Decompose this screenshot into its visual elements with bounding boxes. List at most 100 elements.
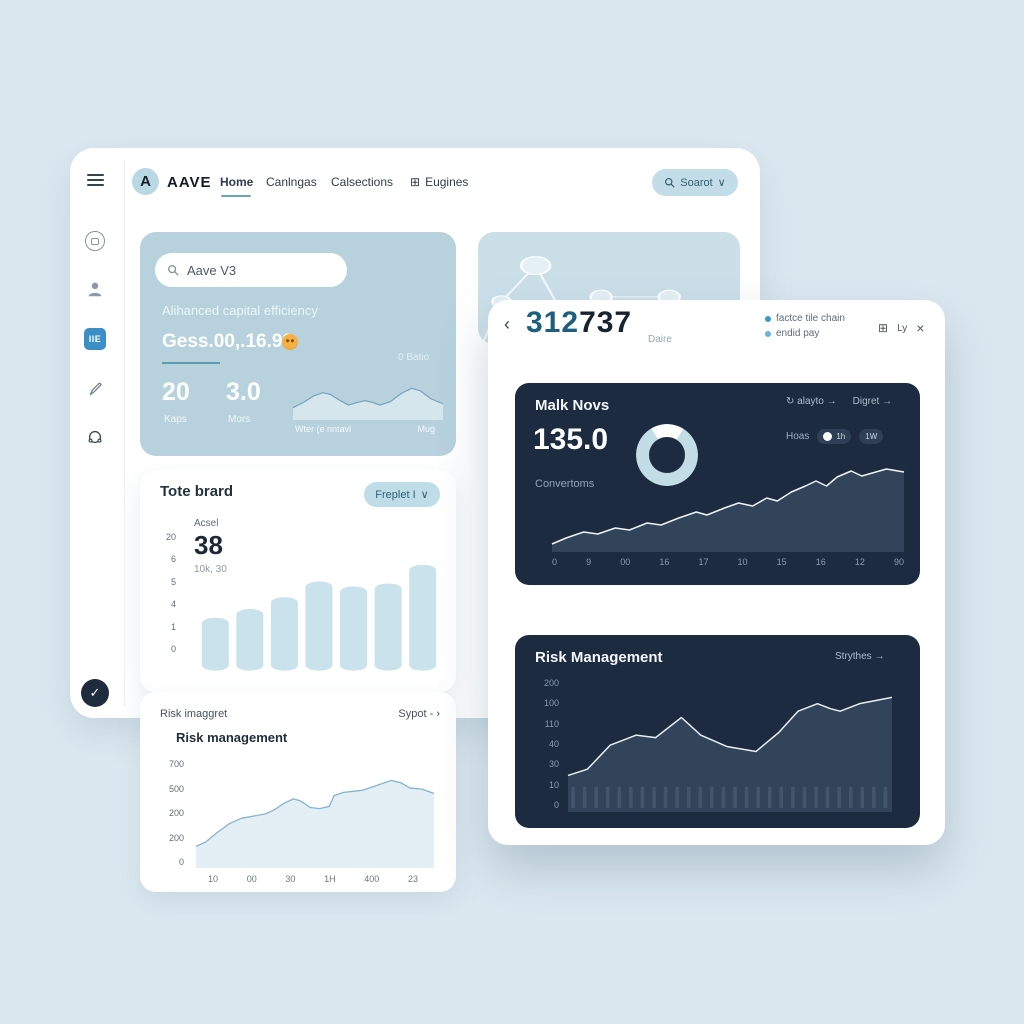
sidebar-item-badge[interactable]: [84, 230, 106, 252]
emoji-icon: [282, 334, 298, 350]
arrow-right-icon: →: [882, 396, 893, 407]
nav-item-eugines[interactable]: ⊞ Eugines: [410, 175, 468, 189]
arrow-right-icon: →: [874, 651, 885, 662]
check-icon: ✓: [89, 685, 101, 700]
tote-big-value: 38: [194, 530, 223, 560]
nav-item-home[interactable]: Home: [220, 175, 254, 189]
spark-caption: Mug: [417, 424, 435, 434]
axis-label: 00: [620, 557, 631, 567]
hero-search-value: Aave V3: [187, 262, 237, 278]
axis-label: 16: [659, 557, 670, 567]
time-toggle-row: Hoas 1h 1W: [786, 429, 884, 444]
search-label: Soarot: [680, 176, 713, 189]
big-number-left: 312: [526, 306, 580, 339]
bullet-item: factce tile chain: [765, 313, 845, 324]
loop-icon: [88, 430, 102, 444]
axis-label: 5: [170, 576, 176, 587]
conversions-x-axis: 0 9 00 16 17 10 15 16 12 90: [552, 557, 904, 567]
panel-toolbar: ⊞ Ly ×: [878, 320, 924, 336]
axis-label: 700: [168, 759, 184, 769]
tote-filter-label: Freplet I: [375, 488, 416, 501]
sidebar-divider: [124, 160, 125, 706]
tote-card: [140, 470, 456, 692]
stat-value: 3.0: [226, 378, 261, 406]
risk-light-header: Risk imaggret: [160, 708, 228, 720]
brand-name: AAVE: [167, 174, 212, 191]
link-label: Digret: [852, 396, 880, 407]
bullet-dot-icon: [765, 330, 771, 337]
ratio-label: 0 Batio: [398, 352, 430, 363]
sidebar-item-active[interactable]: llE: [84, 328, 106, 350]
risk-light-chart: [196, 760, 434, 868]
axis-label: 30: [285, 874, 296, 884]
axis-label: 4: [170, 599, 176, 610]
search-icon: [665, 177, 675, 188]
stat-label: Mors: [228, 414, 251, 425]
grid-icon: ⊞: [410, 175, 421, 189]
tote-bar-chart: [201, 564, 437, 671]
sidebar-item-edit[interactable]: [84, 378, 106, 400]
conversions-chart: [552, 452, 904, 552]
toggle-label: Hoas: [786, 431, 810, 442]
toggle-option-label: 1h: [836, 432, 846, 441]
mark-card-links: ↻ alayto → Digret →: [786, 396, 892, 407]
axis-label: 00: [246, 874, 257, 884]
search-icon: [168, 265, 179, 276]
tote-y-axis: 20 6 5 4 1 0: [150, 532, 176, 654]
link-label: Strythes: [835, 651, 872, 662]
axis-label: 100: [543, 698, 559, 709]
user-icon: [88, 282, 102, 297]
toggle-1w[interactable]: 1W: [859, 429, 884, 444]
axis-label: 1H: [324, 874, 336, 884]
stat-label: Kaps: [164, 414, 187, 425]
id-badge-icon: [85, 231, 105, 251]
mark-link-2[interactable]: Digret →: [853, 396, 892, 407]
hero-metric-underline: [162, 362, 220, 364]
risk-dark-link[interactable]: Strythes →: [835, 651, 884, 662]
axis-label: 16: [815, 557, 826, 567]
hero-sparkline-chart: [293, 376, 443, 420]
axis-label: 0: [178, 857, 184, 867]
risk-light-x-axis: 10 00 30 1H 400 23: [208, 874, 418, 884]
hero-metric: Gess.00,.16.90: [162, 331, 293, 352]
risk-dark-title: Risk Management: [535, 649, 663, 666]
back-button[interactable]: ‹: [504, 314, 510, 334]
hero-search-input[interactable]: Aave V3: [155, 253, 347, 287]
donut-chart: [636, 424, 698, 486]
nav-item-label: Eugines: [425, 175, 469, 189]
axis-label: 40: [548, 738, 559, 749]
tote-filter-dropdown[interactable]: Freplet I ∨: [364, 482, 440, 507]
chevron-down-icon: ∨: [717, 177, 726, 189]
big-number-right: 737: [579, 306, 633, 339]
link-label: alayto: [797, 396, 824, 407]
confirm-fab[interactable]: ✓: [81, 679, 109, 707]
chevron-down-icon: ∨: [420, 489, 429, 501]
axis-label: 500: [168, 783, 184, 794]
mark-link-1[interactable]: ↻ alayto →: [786, 396, 837, 407]
axis-label: 30: [548, 759, 559, 770]
axis-label: 23: [407, 874, 418, 884]
nav-item-calsections[interactable]: Calsections: [331, 175, 394, 189]
stat-value: 20: [162, 378, 190, 406]
close-icon[interactable]: ×: [916, 320, 925, 336]
tote-sub-value: 10k, 30: [194, 564, 227, 575]
bullet-dot-icon: [765, 315, 771, 322]
sidebar-item-profile[interactable]: [84, 278, 106, 300]
nav-item-canlngas[interactable]: Canlngas: [266, 175, 317, 189]
toggle-1h[interactable]: 1h: [817, 429, 852, 444]
brand-logo: A: [132, 168, 159, 195]
axis-label: 0: [552, 557, 558, 567]
layout-toggle[interactable]: Ly: [897, 322, 908, 334]
axis-label: 1: [170, 621, 176, 632]
axis-label: 10: [548, 779, 559, 790]
toggle-knob: [823, 432, 833, 441]
sidebar-item-network[interactable]: [84, 426, 106, 448]
arrow-right-icon: →: [826, 396, 837, 407]
grid-icon[interactable]: ⊞: [878, 321, 889, 335]
axis-label: 15: [776, 557, 787, 567]
search-button[interactable]: Soarot ∨: [652, 169, 738, 196]
menu-icon[interactable]: [87, 174, 104, 186]
risk-light-link[interactable]: Sypot - ›: [398, 708, 440, 720]
hero-subtitle: Alihanced capital efficiency: [162, 303, 318, 318]
mark-card-title: Malk Novs: [535, 397, 610, 414]
